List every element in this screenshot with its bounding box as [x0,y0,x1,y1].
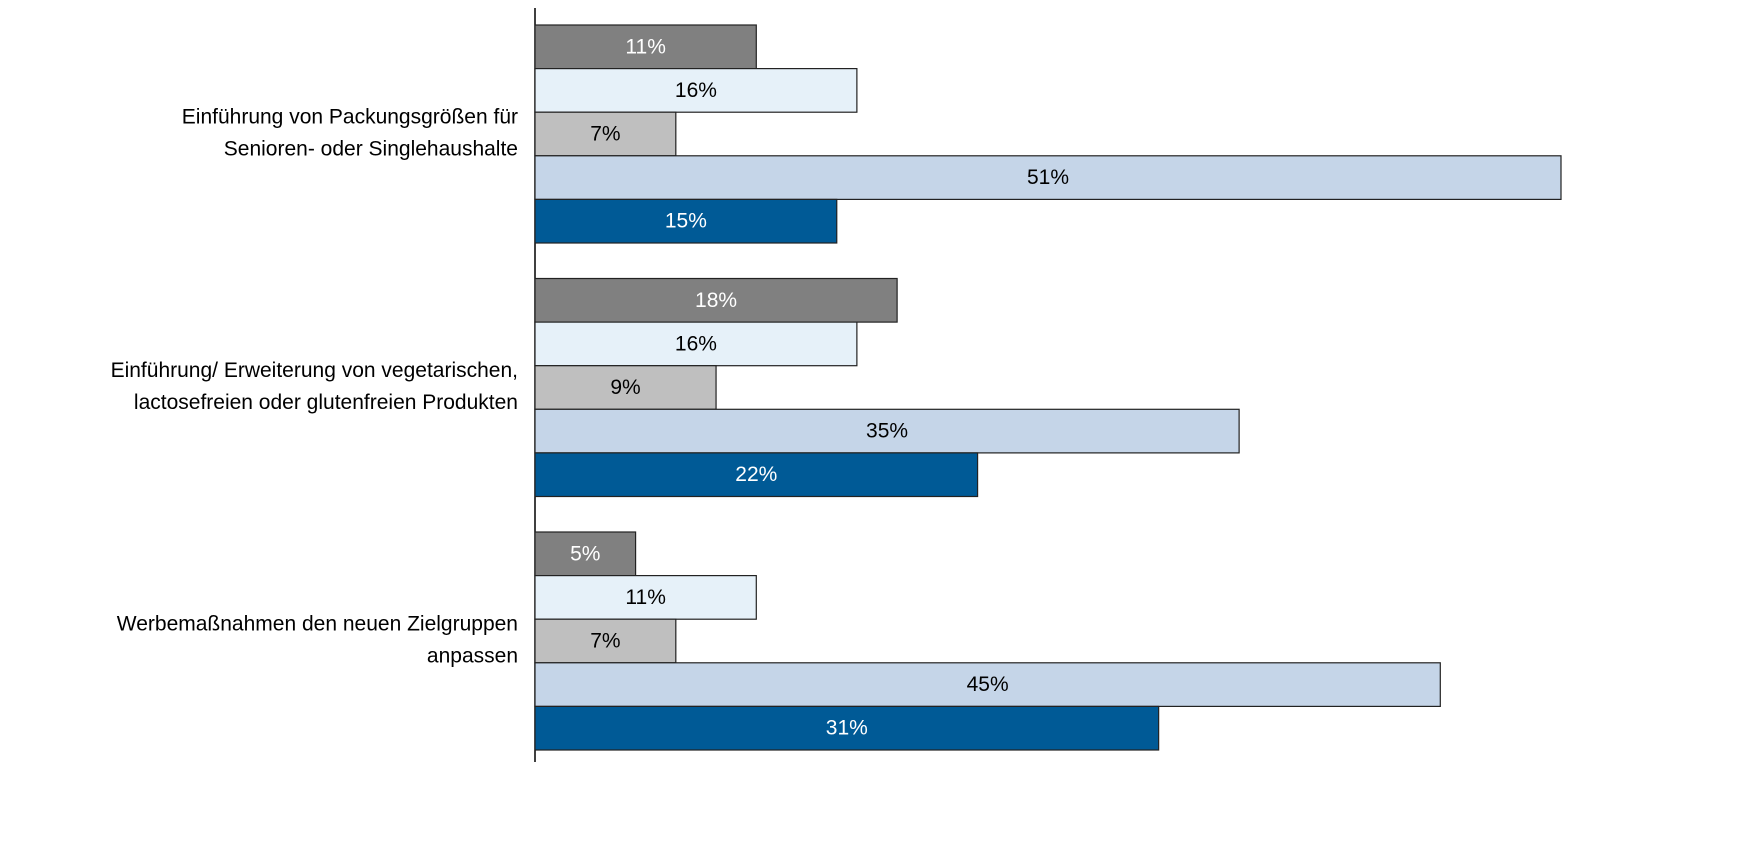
value-label: 15% [665,210,707,233]
value-label: 18% [695,289,737,312]
bar [534,321,858,367]
bar [534,452,979,498]
value-label: 7% [590,123,620,146]
bar [534,67,858,113]
category-label: Werbemaßnahmen den neuen Zielgruppen [117,613,518,636]
bar [534,705,1160,751]
value-label: 5% [570,542,600,565]
bar [534,408,1240,454]
category-label: lactosefreien oder glutenfreien Produkte… [134,391,518,414]
value-label: 16% [675,79,717,102]
value-label: 35% [866,420,908,443]
bar [534,662,1441,707]
category-label: anpassen [427,645,518,668]
category-label: Senioren- oder Singlehaushalte [224,138,518,161]
bar [534,618,677,664]
bar [534,155,1562,201]
category-label: Einführung von Packungsgrößen für [182,106,518,129]
bar [534,277,898,323]
bar [534,198,838,244]
bar [534,365,717,410]
category-label: Einführung/ Erweiterung von vegetarische… [111,359,518,382]
value-label: 11% [625,586,665,609]
value-label: 7% [590,630,620,653]
value-label: 22% [735,463,777,486]
value-label: 11% [625,35,665,58]
value-label: 31% [826,717,868,740]
value-label: 9% [610,376,640,399]
value-label: 45% [967,673,1009,696]
value-label: 16% [675,332,717,355]
bar [534,574,757,620]
value-label: 51% [1027,166,1069,189]
bar [534,531,637,577]
